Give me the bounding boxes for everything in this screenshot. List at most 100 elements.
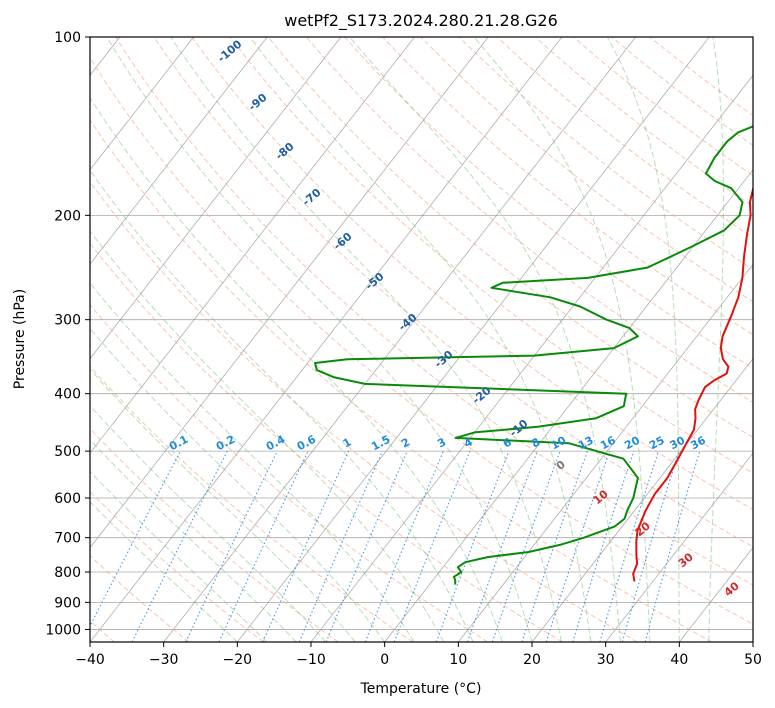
mixing-ratio-label: 2 xyxy=(399,435,412,450)
moist-adiabat-line xyxy=(249,37,592,642)
isotherm-line xyxy=(310,74,753,642)
x-tick-label: −40 xyxy=(75,652,105,668)
moist-adiabat-line xyxy=(473,37,651,642)
x-tick-label: 50 xyxy=(744,652,762,668)
dry-adiabat-line xyxy=(573,37,753,177)
mixing-ratio-line xyxy=(393,450,471,642)
mixing-ratio-line xyxy=(364,450,444,642)
mixing-ratio-line xyxy=(218,450,309,642)
moist-adiabat-line xyxy=(90,327,386,642)
x-tick-label: 40 xyxy=(670,652,688,668)
dry-adiabat-line xyxy=(90,181,638,642)
isotherm-line xyxy=(90,37,342,360)
dry-adiabat-line xyxy=(305,37,753,403)
y-tick-label: 900 xyxy=(54,595,81,611)
dry-adiabat-label: -90 xyxy=(246,91,270,114)
y-tick-label: 800 xyxy=(54,565,81,581)
x-tick-label: −20 xyxy=(223,652,253,668)
y-axis-title: Pressure (hPa) xyxy=(12,289,28,389)
mixing-ratio-line xyxy=(545,450,611,642)
mixing-ratio-label: 4 xyxy=(462,435,475,450)
moist-adiabat-line xyxy=(90,368,356,642)
mixing-ratio-label: 16 xyxy=(598,434,618,453)
mixing-ratio-line xyxy=(325,450,408,642)
mixing-ratio-label: 1 xyxy=(341,435,354,450)
dry-adiabat-line xyxy=(382,37,753,336)
dry-adiabat-line xyxy=(534,37,753,207)
isotherm-line xyxy=(531,358,753,642)
mixing-ratio-line xyxy=(621,450,680,642)
y-tick-label: 700 xyxy=(54,531,81,547)
mixing-ratio-label: 10 xyxy=(549,434,569,453)
mixing-ratio-line xyxy=(599,450,660,642)
dry-adiabat-line xyxy=(90,554,190,642)
mixing-ratio-line xyxy=(572,450,635,642)
dry-adiabat-line xyxy=(153,37,753,548)
y-tick-label: 500 xyxy=(54,444,81,460)
y-tick-label: 400 xyxy=(54,387,81,403)
moist-adiabat-line xyxy=(708,37,725,642)
moist-adiabat-line xyxy=(90,501,238,642)
mixing-ratio-line xyxy=(185,450,278,642)
temperature-profile-line xyxy=(632,186,753,582)
mixing-ratio-line xyxy=(435,450,510,642)
mixing-ratio-line xyxy=(644,450,701,642)
line-label-layer: 0.1 0.2 0.4 0.6 1 1.5 2 3 4 6 8 10 13 16 20 25 30 36-100-… xyxy=(167,37,742,599)
dry-adiabat-line xyxy=(90,242,563,642)
y-tick-label: 100 xyxy=(54,30,81,46)
x-tick-label: 20 xyxy=(523,652,541,668)
isotherm-line xyxy=(384,169,753,642)
y-axis-ticks: 100 200 300 400 500 600 700 800 900 1000 xyxy=(45,30,90,638)
dry-adiabat-line xyxy=(229,37,753,474)
dry-adiabat-label: 0 xyxy=(554,458,568,473)
mixing-ratio-label: 25 xyxy=(647,434,667,453)
isotherm-line xyxy=(163,37,636,642)
mixing-ratio-label: 0.4 xyxy=(264,433,288,454)
mixing-ratio-label: 3 xyxy=(435,435,448,450)
dry-adiabat-label: -70 xyxy=(300,186,324,209)
mixing-ratio-label: 0.2 xyxy=(214,433,237,454)
moist-adiabat-line xyxy=(90,169,474,642)
dry-adiabat-line xyxy=(90,490,264,642)
dry-adiabat-label: -10 xyxy=(507,417,531,440)
dry-adiabat-line xyxy=(90,119,712,642)
y-tick-label: 200 xyxy=(54,208,81,224)
series-layer xyxy=(314,125,753,585)
plot-frame xyxy=(89,36,754,643)
moist-adiabat-line xyxy=(90,439,297,642)
moist-adiabat-line xyxy=(606,37,680,642)
mixing-ratio-label: 13 xyxy=(576,434,596,453)
moist-adiabat-line xyxy=(90,470,268,642)
x-tick-label: 0 xyxy=(380,652,389,668)
y-tick-label: 300 xyxy=(54,313,81,329)
moist-adiabat-line xyxy=(90,282,415,642)
dry-adiabat-line xyxy=(90,365,414,642)
isotherm-line xyxy=(90,37,489,549)
dry-adiabat-line xyxy=(90,56,753,625)
dry-adiabat-line xyxy=(115,37,753,586)
y-tick-label: 1000 xyxy=(45,622,81,638)
isotherm-line xyxy=(605,452,753,642)
mixing-ratio-line xyxy=(298,450,384,642)
dewpoint-profile-line xyxy=(314,125,753,585)
x-tick-label: 10 xyxy=(449,652,467,668)
isotherm-line xyxy=(90,37,194,171)
mixing-ratio-label: 0.6 xyxy=(295,433,319,454)
dry-adiabat-line xyxy=(458,37,753,271)
mixing-ratio-line xyxy=(491,450,561,642)
dry-adiabat-line xyxy=(344,37,753,369)
mixing-ratio-label: 1.5 xyxy=(369,433,392,454)
dry-adiabat-label: -80 xyxy=(273,140,297,163)
dry-adiabat-label: -50 xyxy=(363,270,387,293)
isotherm-line xyxy=(237,37,710,642)
mixing-ratio-label: 30 xyxy=(668,433,688,452)
moist-adiabat-line xyxy=(90,405,327,642)
mixing-ratio-label: 20 xyxy=(622,433,642,452)
isotherm-line xyxy=(752,641,753,642)
dry-adiabat-label: -40 xyxy=(396,311,420,334)
mixing-ratio-line xyxy=(521,450,589,642)
moist-adiabat-line xyxy=(90,230,445,642)
x-axis-title: Temperature (°C) xyxy=(360,681,482,697)
x-tick-label: −30 xyxy=(149,652,179,668)
